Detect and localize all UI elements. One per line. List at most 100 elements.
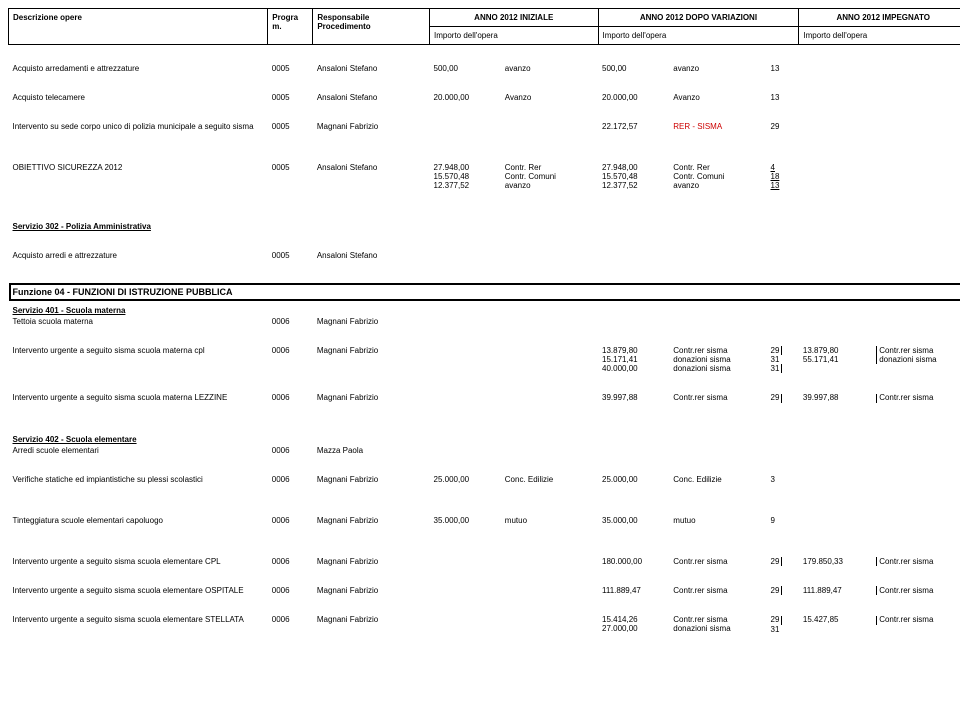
hdr-importo-b: Importo dell'opera: [598, 27, 799, 45]
cell: Verifiche statiche ed impiantistiche su …: [9, 474, 268, 485]
cell: Magnani Fabrizio: [313, 474, 430, 485]
val: avanzo: [505, 181, 594, 190]
val: 31: [771, 625, 780, 634]
row-polizia-sisma: Intervento su sede corpo unico di polizi…: [9, 121, 960, 132]
val: 15.414,26: [602, 615, 665, 624]
cell: 0006: [268, 585, 313, 596]
cell: Mazza Paola: [313, 445, 430, 456]
cell: Contr.rer sisma: [669, 392, 766, 403]
hdr-importo-c: Importo dell'opera: [799, 27, 960, 45]
val: 27.000,00: [602, 624, 665, 633]
cell: 0005: [268, 121, 313, 132]
cell: Contr.rer sisma: [870, 392, 960, 403]
cell: Magnani Fabrizio: [313, 515, 430, 526]
cell: Contr. Rer Contr. Comuni avanzo: [501, 162, 598, 191]
cell: Magnani Fabrizio: [313, 392, 430, 403]
val: 15.570,48: [602, 172, 665, 181]
cell: 29 31 31: [767, 345, 799, 375]
cell: 0005: [268, 63, 313, 74]
cell: Contr.rer sisma: [870, 614, 960, 634]
cell: 0006: [268, 474, 313, 485]
hdr-prog: Progra m.: [268, 9, 313, 45]
function-04-box: Funzione 04 - FUNZIONI DI ISTRUZIONE PUB…: [9, 283, 960, 301]
section-402: Servizio 402 - Scuola elementare: [9, 434, 960, 445]
cell: Magnani Fabrizio: [313, 556, 430, 567]
cell: 0005: [268, 92, 313, 103]
cell: Intervento su sede corpo unico di polizi…: [9, 121, 268, 132]
header-row-1: Descrizione opere Progra m. Responsabile…: [9, 9, 960, 27]
cell: 15.427,85: [799, 614, 870, 634]
val: 13.879,80: [803, 346, 866, 355]
row-sicurezza: OBIETTIVO SICUREZZA 2012 0005 Ansaloni S…: [9, 162, 960, 191]
cell: 20.000,00: [430, 92, 501, 103]
val: Contr.rer sisma: [879, 586, 933, 595]
hdr-resp: Responsabile Procedimento: [313, 9, 430, 45]
val: 29: [771, 615, 780, 624]
cell: 0006: [268, 614, 313, 634]
cell: 20.000,00: [598, 92, 669, 103]
val: avanzo: [673, 181, 762, 190]
cell: 111.889,47: [799, 585, 870, 596]
hdr-anno-variazioni: ANNO 2012 DOPO VARIAZIONI: [598, 9, 799, 27]
cell: 500,00: [430, 63, 501, 74]
val: Contr.rer sisma: [879, 615, 933, 624]
cell: 3: [767, 474, 799, 485]
cell: Intervento urgente a seguito sisma scuol…: [9, 585, 268, 596]
cell: 15.414,26 27.000,00: [598, 614, 669, 634]
val: 31: [771, 355, 780, 364]
cell: 13.879,80 55.171,41: [799, 345, 870, 375]
hdr-anno-iniziale: ANNO 2012 INIZIALE: [430, 9, 599, 27]
cell: Contr. Rer Contr. Comuni avanzo: [669, 162, 766, 191]
val: Contr.rer sisma: [879, 346, 933, 355]
cell: mutuo: [669, 515, 766, 526]
cell: Ansaloni Stefano: [313, 92, 430, 103]
cell: OBIETTIVO SICUREZZA 2012: [9, 162, 268, 191]
val: donazioni sisma: [673, 355, 762, 364]
cell: Conc. Edilizie: [501, 474, 598, 485]
cell: Ansaloni Stefano: [313, 250, 430, 261]
val: 15.171,41: [602, 355, 665, 364]
val: donazioni sisma: [879, 355, 936, 364]
cell: Magnani Fabrizio: [313, 614, 430, 634]
cell: Contr.rer sisma donazioni sisma: [669, 614, 766, 634]
cell: Ansaloni Stefano: [313, 162, 430, 191]
row-verifiche: Verifiche statiche ed impiantistiche su …: [9, 474, 960, 485]
val: 55.171,41: [803, 355, 866, 364]
cell: Magnani Fabrizio: [313, 121, 430, 132]
row-arredi: Acquisto arredi e attrezzature 0005 Ansa…: [9, 250, 960, 261]
val: donazioni sisma: [673, 364, 762, 373]
cell: 13: [767, 92, 799, 103]
row-arredi-elem: Arredi scuole elementari 0006 Mazza Paol…: [9, 445, 960, 456]
cell: 9: [767, 515, 799, 526]
hdr-anno-impegnato: ANNO 2012 IMPEGNATO: [799, 9, 960, 27]
cell: Intervento urgente a seguito sisma scuol…: [9, 392, 268, 403]
val: Contr.rer sisma: [879, 393, 933, 402]
val: 29: [771, 393, 780, 402]
cell: 0006: [268, 345, 313, 375]
cell: 4 18 13: [767, 162, 799, 191]
val: donazioni sisma: [673, 624, 762, 633]
val: Contr.rer sisma: [879, 557, 933, 566]
cell: 35.000,00: [598, 515, 669, 526]
cell: 39.997,88: [799, 392, 870, 403]
val: Contr.rer sisma: [673, 615, 762, 624]
row-arredamenti: Acquisto arredamenti e attrezzature 0005…: [9, 63, 960, 74]
cell: 29: [767, 392, 799, 403]
val: Contr. Rer: [673, 163, 762, 172]
cell: 13: [767, 63, 799, 74]
cell: 22.172,57: [598, 121, 669, 132]
cell: RER - SISMA: [669, 121, 766, 132]
val: 29: [771, 346, 780, 355]
cell: 500,00: [598, 63, 669, 74]
cell: Intervento urgente a seguito sisma scuol…: [9, 614, 268, 634]
row-telecamere: Acquisto telecamere 0005 Ansaloni Stefan…: [9, 92, 960, 103]
val: 12.377,52: [602, 181, 665, 190]
cell: avanzo: [501, 63, 598, 74]
val: 13.879,80: [602, 346, 665, 355]
cell: 0006: [268, 515, 313, 526]
val: 12.377,52: [434, 181, 497, 190]
cell: Arredi scuole elementari: [9, 445, 268, 456]
row-materna-cpl: Intervento urgente a seguito sisma scuol…: [9, 345, 960, 375]
val: 15.570,48: [434, 172, 497, 181]
budget-table: Descrizione opere Progra m. Responsabile…: [8, 8, 960, 635]
